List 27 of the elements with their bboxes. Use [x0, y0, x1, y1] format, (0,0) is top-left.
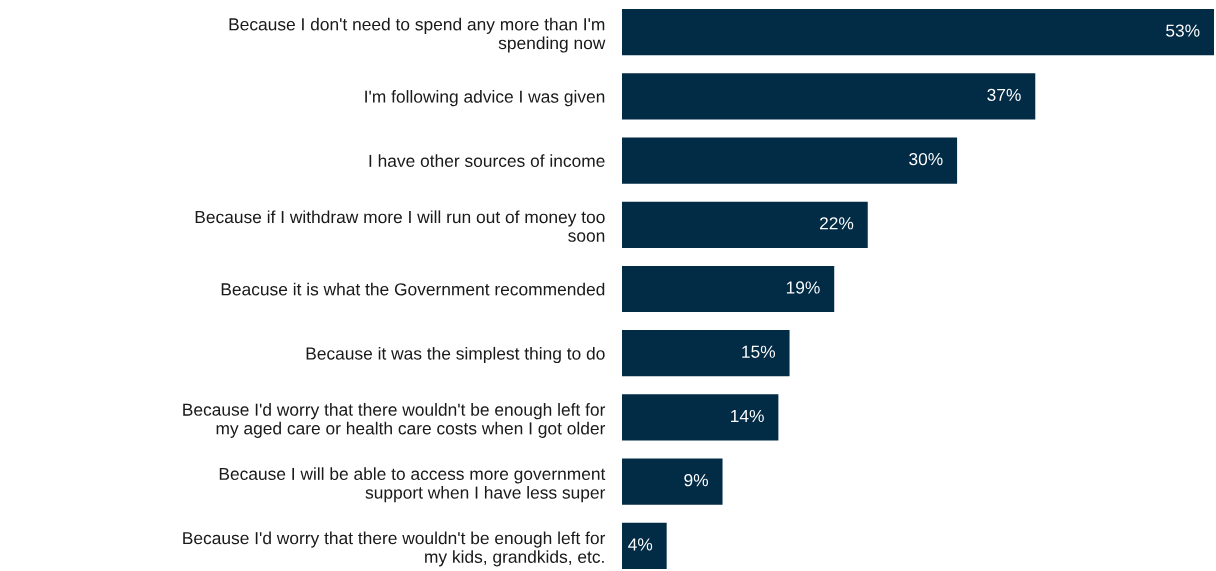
y-tick-label: Because if I withdraw more I will run out of money too soon	[195, 210, 605, 242]
y-tick-label: I'm following advice I was given	[365, 90, 605, 107]
y-tick-label: Because I don't need to spend any more than I'm spending now	[229, 17, 606, 53]
y-tick-label: Because I will be able to access more government support when I have less super	[219, 467, 606, 503]
data-label: 15%	[742, 345, 776, 358]
bar	[622, 458, 723, 505]
data-label: 37%	[987, 88, 1021, 101]
bar	[622, 8, 1214, 56]
y-tick-label: Because I'd worry that there wouldn't be enough left for my kids, grandkids, etc.	[183, 531, 606, 567]
y-tick-label: Beacuse it is what the Government recommended	[221, 282, 605, 296]
data-label: 9%	[684, 474, 709, 487]
y-tick-label: Because I'd worry that there wouldn't be enough left for my aged care or health care costs when I got older	[183, 403, 606, 438]
data-label: 19%	[786, 281, 820, 294]
bar	[622, 265, 835, 313]
bar	[622, 201, 868, 248]
bar	[622, 522, 667, 570]
y-tick-label: I have other sources of income	[369, 154, 605, 168]
data-label: 30%	[909, 152, 943, 166]
y-tick-label: Because it was the simplest thing to do	[306, 346, 605, 364]
data-label: 22%	[819, 217, 854, 230]
data-label: 14%	[731, 409, 764, 423]
bar	[622, 137, 958, 184]
bar	[622, 330, 790, 377]
bar	[622, 73, 1036, 120]
bar	[622, 394, 779, 441]
data-label: 53%	[1166, 24, 1200, 37]
data-label: 4%	[628, 538, 653, 551]
